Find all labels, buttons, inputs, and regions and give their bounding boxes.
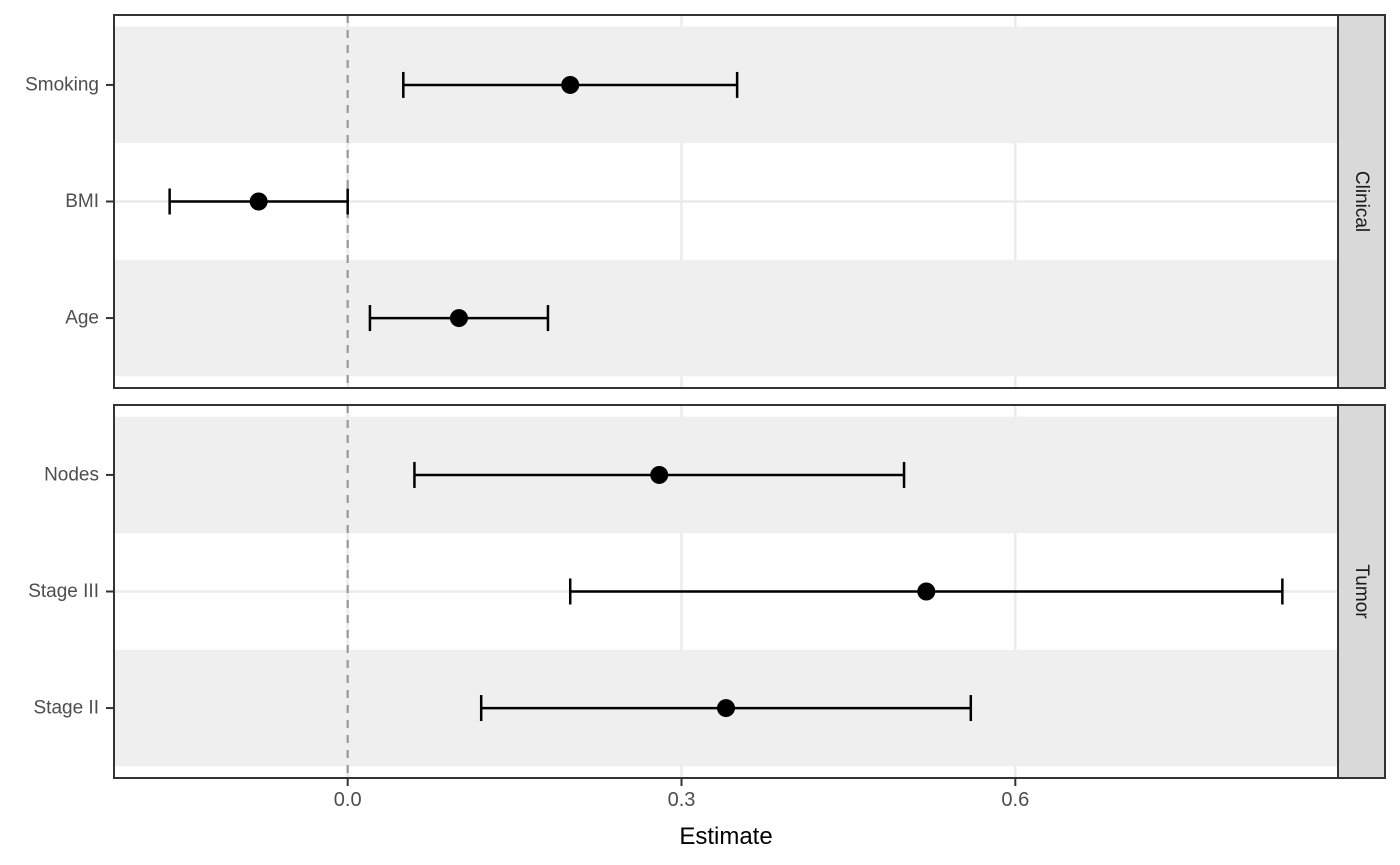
strip-label-tumor: Tumor [1351, 564, 1372, 619]
facet-strip-tumor [1337, 404, 1386, 779]
row-band-age [114, 259, 1338, 377]
estimate-point-nodes [650, 465, 669, 484]
y-axis-label-stage-iii: Stage III [28, 581, 99, 602]
y-axis-label-stage-ii: Stage II [34, 698, 100, 719]
facet-panel-tumor: Nodes Stage III Stage II Tumor [28, 404, 1386, 779]
y-axis-label-bmi: BMI [65, 191, 99, 212]
x-tick-label-0.6: 0.6 [1001, 789, 1029, 811]
y-axis-label-nodes: Nodes [44, 464, 99, 485]
x-axis: 0.0 0.3 0.6 Estimate [334, 778, 1029, 850]
estimate-point-age [449, 309, 468, 328]
y-axis-label-age: Age [65, 308, 99, 329]
facet-strip-clinical [1337, 14, 1386, 389]
y-axis-label-smoking: Smoking [25, 74, 99, 95]
x-axis-title: Estimate [679, 823, 772, 850]
estimate-point-bmi [249, 192, 268, 211]
x-tick-label-0.0: 0.0 [334, 789, 362, 811]
estimate-point-smoking [561, 75, 580, 94]
estimate-point-stage-ii [717, 699, 735, 718]
x-tick-label-0.3: 0.3 [668, 789, 696, 811]
facet-panel-clinical: Smoking BMI Age Clinical [25, 14, 1386, 389]
strip-label-clinical: Clinical [1351, 171, 1372, 232]
estimate-point-stage-iii [917, 582, 936, 601]
